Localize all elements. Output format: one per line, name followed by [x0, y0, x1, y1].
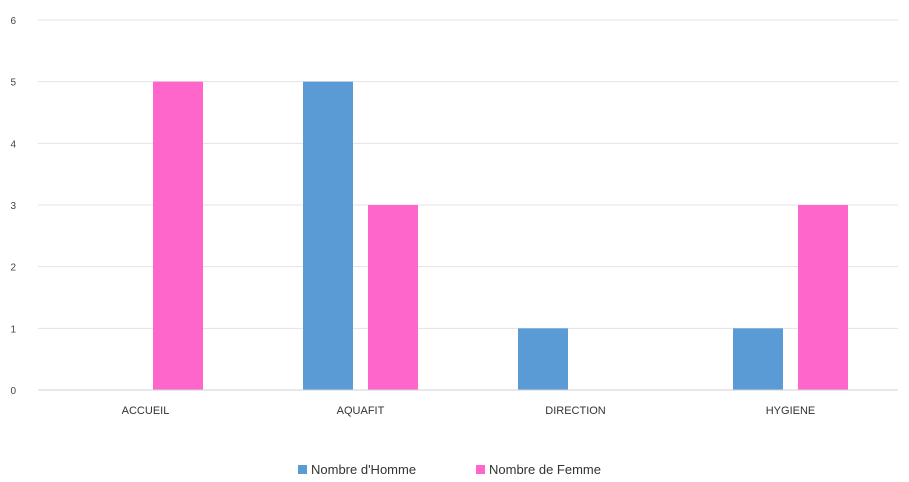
y-tick-label: 2 [10, 263, 16, 274]
legend-label-series-1: Nombre d'Homme [311, 462, 416, 477]
y-tick-label: 6 [10, 16, 16, 27]
bar-aquafit-series-1 [303, 81, 353, 391]
legend-label-series-2: Nombre de Femme [489, 462, 601, 477]
legend: Nombre d'Homme Nombre de Femme [298, 462, 601, 477]
bar-aquafit-series-2 [368, 205, 418, 390]
x-axis-labels: ACCUEIL AQUAFIT DIRECTION HYGIENE [122, 405, 816, 417]
y-tick-label: 1 [10, 324, 16, 335]
x-category-label: HYGIENE [766, 405, 816, 417]
bar-direction-series-1 [518, 328, 568, 390]
y-tick-label: 4 [10, 139, 16, 150]
y-tick-label: 3 [10, 201, 16, 212]
bar-hygiene-series-2 [798, 205, 848, 390]
bar-hygiene-series-1 [733, 328, 783, 390]
bars [153, 81, 848, 391]
y-tick-label: 0 [10, 386, 16, 397]
y-axis-ticks: 0 1 2 3 4 5 6 [10, 16, 16, 397]
y-tick-label: 5 [10, 78, 16, 89]
legend-swatch-series-1 [298, 465, 307, 474]
x-category-label: AQUAFIT [337, 405, 385, 417]
legend-swatch-series-2 [476, 465, 485, 474]
x-category-label: ACCUEIL [122, 405, 170, 417]
x-category-label: DIRECTION [545, 405, 606, 417]
bar-accueil-series-2 [153, 81, 203, 391]
